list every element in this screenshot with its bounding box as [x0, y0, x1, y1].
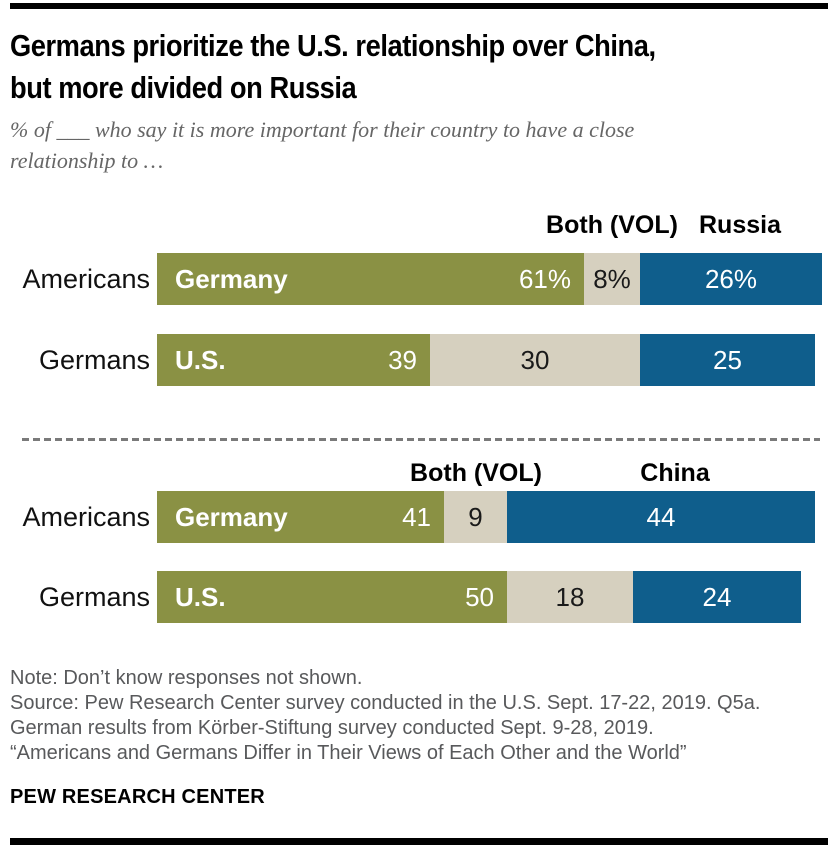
report-title-line: “Americans and Germans Differ in Their V… [10, 742, 687, 764]
note-line: Note: Don’t know responses not shown. [10, 667, 363, 689]
subtitle-line-1: % of ___ who say it is more important fo… [10, 117, 635, 142]
footnotes: Note: Don’t know responses not shown. So… [10, 666, 760, 766]
segment-both: 30 [430, 334, 640, 386]
pew-research-center-wordmark: PEW RESEARCH CENTER [10, 786, 265, 808]
bottom-rule [10, 838, 828, 845]
segment-russia: 26% [640, 253, 822, 305]
segment-name-label: U.S. [175, 344, 226, 375]
row-label-americans-china: Americans [22, 502, 150, 532]
row-label-germans-russia: Germans [38, 345, 150, 375]
segment-name-label: Germany [175, 263, 288, 294]
segment-name-label: U.S. [175, 581, 226, 612]
row-label-germans-china: Germans [38, 582, 150, 612]
segment-us: U.S. 39 [157, 334, 430, 386]
segment-russia: 25 [640, 334, 815, 386]
segment-both: 8% [584, 253, 640, 305]
chart-subtitle: % of ___ who say it is more important fo… [10, 114, 634, 176]
segment-china: 44 [507, 491, 815, 543]
segment-value: 50 [465, 581, 494, 612]
segment-germany: Germany 41 [157, 491, 444, 543]
segment-both: 18 [507, 571, 633, 623]
row-label-americans-russia: Americans [22, 264, 150, 294]
source-line: Source: Pew Research Center survey condu… [10, 692, 761, 714]
segment-value: 9 [468, 501, 483, 532]
segment-china: 24 [633, 571, 801, 623]
title-line-1: Germans prioritize the U.S. relationship… [10, 28, 656, 63]
column-header-china: China [640, 459, 710, 487]
segment-value: 61% [518, 263, 571, 294]
source-line-2: German results from Körber-Stiftung surv… [10, 717, 654, 739]
segment-us: U.S. 50 [157, 571, 507, 623]
section-divider-dashed [22, 438, 820, 441]
segment-value: 18 [555, 581, 585, 612]
segment-value: 30 [520, 344, 550, 375]
column-header-both-russia-section: Both (VOL) [546, 211, 678, 239]
segment-germany: Germany 61% [157, 253, 584, 305]
segment-value: 41 [402, 501, 431, 532]
bar-germans-china: U.S. 50 18 24 [157, 571, 801, 623]
page-title: Germans prioritize the U.S. relationship… [10, 25, 656, 109]
segment-value: 44 [646, 501, 676, 532]
segment-value: 39 [388, 344, 417, 375]
title-line-2: but more divided on Russia [10, 70, 357, 105]
bar-germans-russia: U.S. 39 30 25 [157, 334, 815, 386]
column-header-both-china-section: Both (VOL) [410, 459, 542, 487]
segment-value: 24 [702, 581, 732, 612]
segment-value: 26% [704, 263, 758, 294]
bar-americans-china: Germany 41 9 44 [157, 491, 815, 543]
top-rule [10, 3, 828, 9]
column-header-russia: Russia [699, 211, 781, 239]
segment-value: 25 [713, 344, 742, 375]
segment-value: 8% [593, 263, 631, 294]
segment-name-label: Germany [175, 501, 288, 532]
subtitle-line-2: relationship to … [10, 148, 164, 173]
segment-both: 9 [444, 491, 507, 543]
bar-americans-russia: Germany 61% 8% 26% [157, 253, 822, 305]
